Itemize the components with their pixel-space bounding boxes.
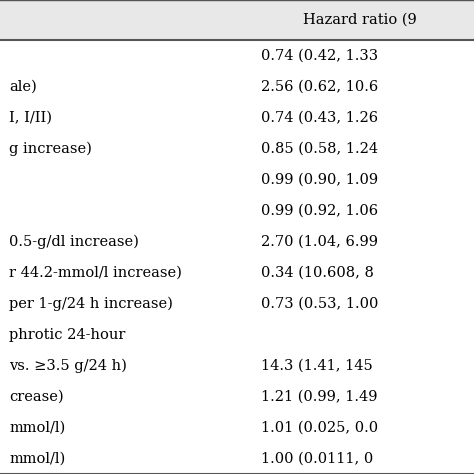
Text: vs. ≥3.5 g/24 h): vs. ≥3.5 g/24 h) (9, 358, 128, 373)
Text: 0.74 (0.43, 1.26: 0.74 (0.43, 1.26 (261, 111, 378, 125)
Bar (0, 0, 474, 40)
Text: phrotic 24-hour: phrotic 24-hour (9, 328, 126, 342)
Text: I, I/II): I, I/II) (9, 111, 53, 125)
Text: crease): crease) (9, 390, 64, 403)
Text: 0.34 (10.608, 8: 0.34 (10.608, 8 (261, 265, 374, 280)
Text: 2.56 (0.62, 10.6: 2.56 (0.62, 10.6 (261, 80, 378, 94)
Text: 0.74 (0.42, 1.33: 0.74 (0.42, 1.33 (261, 49, 378, 63)
Text: ale): ale) (9, 80, 37, 94)
Text: g increase): g increase) (9, 142, 92, 156)
Text: r 44.2-mmol/l increase): r 44.2-mmol/l increase) (9, 265, 182, 280)
Text: 0.73 (0.53, 1.00: 0.73 (0.53, 1.00 (261, 297, 378, 310)
Text: 0.5-g/dl increase): 0.5-g/dl increase) (9, 235, 139, 249)
Text: 0.99 (0.92, 1.06: 0.99 (0.92, 1.06 (261, 204, 378, 218)
Text: 14.3 (1.41, 145: 14.3 (1.41, 145 (261, 358, 373, 373)
Text: mmol/l): mmol/l) (9, 420, 66, 435)
Text: 1.01 (0.025, 0.0: 1.01 (0.025, 0.0 (261, 420, 378, 435)
Text: 1.21 (0.99, 1.49: 1.21 (0.99, 1.49 (261, 390, 377, 403)
Text: 0.85 (0.58, 1.24: 0.85 (0.58, 1.24 (261, 142, 378, 156)
Text: Hazard ratio (9: Hazard ratio (9 (303, 13, 417, 27)
Text: 2.70 (1.04, 6.99: 2.70 (1.04, 6.99 (261, 235, 378, 249)
Text: mmol/l): mmol/l) (9, 452, 66, 465)
Text: per 1-g/24 h increase): per 1-g/24 h increase) (9, 296, 173, 311)
Text: 0.99 (0.90, 1.09: 0.99 (0.90, 1.09 (261, 173, 378, 187)
Text: 1.00 (0.0111, 0: 1.00 (0.0111, 0 (261, 452, 373, 465)
